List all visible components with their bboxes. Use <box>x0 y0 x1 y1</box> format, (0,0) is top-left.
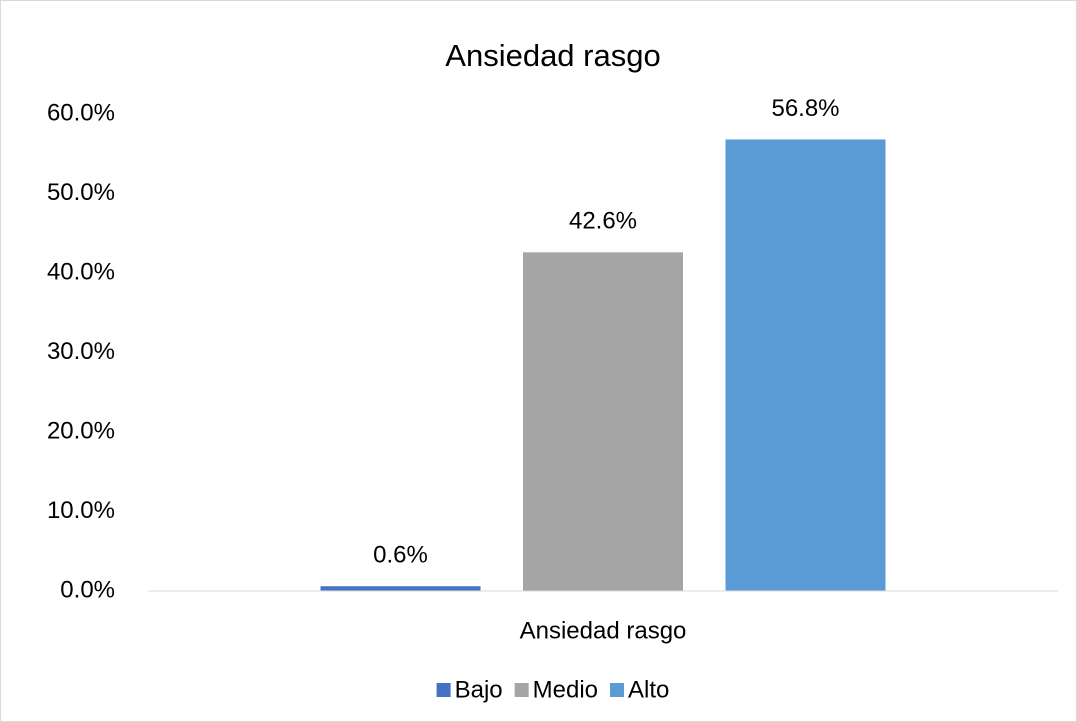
data-label: 0.6% <box>373 542 428 569</box>
bar <box>725 139 886 591</box>
data-label: 42.6% <box>569 208 637 235</box>
y-tick-label: 0.0% <box>60 576 115 603</box>
data-label: 56.8% <box>771 95 839 122</box>
x-tick-label: Ansiedad rasgo <box>520 617 687 644</box>
bar <box>523 252 683 591</box>
chart-title: Ansiedad rasgo <box>445 38 660 73</box>
legend-swatch <box>436 683 451 697</box>
y-tick-label: 10.0% <box>47 497 115 524</box>
y-tick-label: 50.0% <box>47 179 115 206</box>
y-tick-label: 40.0% <box>47 258 115 285</box>
y-tick-label: 30.0% <box>47 338 115 365</box>
legend-label: Bajo <box>455 676 503 703</box>
legend-swatch <box>514 683 529 697</box>
y-tick-label: 20.0% <box>47 417 115 444</box>
bar <box>320 586 481 591</box>
legend-label: Alto <box>628 676 669 703</box>
y-tick-label: 60.0% <box>47 99 115 126</box>
legend-label: Medio <box>533 676 598 703</box>
legend-swatch <box>610 683 625 697</box>
